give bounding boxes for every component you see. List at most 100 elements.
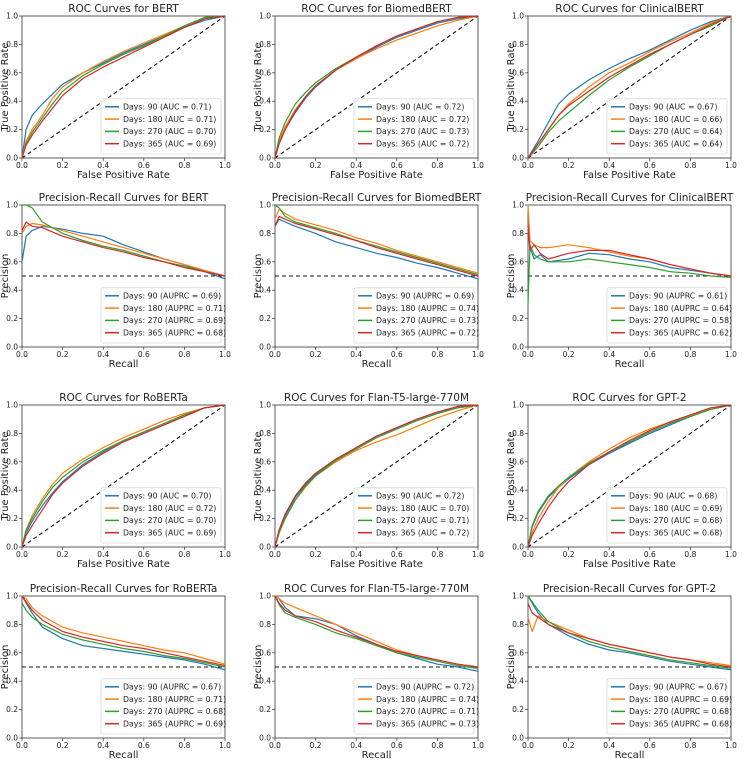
legend-entry-4: Days: 365 (AUC = 0.69) (123, 529, 216, 538)
x-tick-label: 1.0 (725, 350, 737, 359)
x-tick-label: 0.4 (97, 350, 109, 359)
y-tick-label: 1.0 (6, 401, 18, 410)
x-tick-label: 0.0 (522, 161, 534, 170)
x-tick-label: 0.8 (684, 550, 696, 559)
legend-entry-2: Days: 180 (AUC = 0.66) (629, 115, 722, 124)
series-line-4 (274, 215, 479, 277)
legend-box (353, 287, 475, 344)
x-axis-label: Recall (109, 750, 139, 759)
chart-panel-3: ROC Curves for ClinicalBERT 0.0 0.2 0.4 0.6 0… (506, 3, 737, 181)
panel-title: Precision-Recall Curves for ClinicalBERT (526, 192, 734, 204)
legend-entry-2: Days: 180 (AUPRC = 0.71) (123, 695, 226, 704)
y-tick-label: 0.8 (6, 40, 18, 49)
plot-frame (274, 15, 479, 159)
x-tick-label: 0.0 (522, 741, 534, 750)
legend-box (353, 98, 475, 155)
series-line-1 (527, 595, 732, 671)
series-line-4 (527, 226, 732, 277)
y-tick-label: 0.8 (259, 229, 271, 238)
y-tick-label: 0.8 (6, 620, 18, 629)
legend-entry-4: Days: 365 (AUPRC = 0.72) (376, 329, 479, 338)
y-tick-label: 1.0 (512, 201, 524, 210)
plot-frame (527, 404, 732, 548)
series-line-3 (274, 404, 479, 548)
panel-title: Precision-Recall Curves for RoBERTa (30, 583, 218, 595)
y-tick-label: 1.0 (6, 592, 18, 601)
legend-entry-3: Days: 270 (AUC = 0.70) (123, 127, 216, 136)
legend-box (100, 98, 222, 155)
y-tick-label: 0.0 (259, 543, 271, 552)
plot-frame (21, 15, 226, 159)
legend-entry-4: Days: 365 (AUPRC = 0.68) (629, 720, 732, 729)
y-tick-label: 0.0 (6, 734, 18, 743)
x-axis-label: False Positive Rate (77, 559, 170, 570)
panel-title: ROC Curves for ClinicalBERT (555, 3, 704, 15)
legend-box (100, 678, 222, 735)
x-tick-label: 0.8 (684, 350, 696, 359)
y-tick-label: 0.6 (6, 68, 18, 77)
y-tick-label: 0.2 (259, 125, 271, 134)
x-tick-label: 0.8 (431, 741, 443, 750)
x-tick-label: 0.4 (350, 741, 362, 750)
series-line-4 (21, 595, 226, 667)
y-tick-label: 1.0 (259, 201, 271, 210)
y-tick-label: 0.0 (259, 154, 271, 163)
x-tick-label: 0.6 (138, 161, 150, 170)
y-axis-label: True Positive Rate (0, 431, 11, 521)
y-axis-label: Precision (0, 645, 11, 690)
series-line-3 (21, 404, 226, 548)
legend-box (606, 487, 728, 544)
y-tick-label: 0.8 (6, 429, 18, 438)
legend-entry-4: Days: 365 (AUPRC = 0.69) (123, 720, 226, 729)
y-tick-label: 0.0 (259, 734, 271, 743)
legend: Days: 90 (AUPRC = 0.72) Days: 180 (AUPRC … (353, 678, 479, 735)
y-tick-label: 0.6 (6, 257, 18, 266)
x-tick-label: 0.6 (138, 741, 150, 750)
chart-panel-1: ROC Curves for BERT 0.0 0.2 0.4 0.6 0.8 1.0 0.0… (0, 3, 231, 181)
legend-entry-3: Days: 270 (AUPRC = 0.58) (629, 316, 732, 325)
x-tick-label: 1.0 (219, 550, 231, 559)
legend-entry-3: Days: 270 (AUC = 0.73) (376, 127, 469, 136)
legend-box (606, 287, 728, 344)
x-tick-label: 0.6 (644, 741, 656, 750)
legend-entry-2: Days: 180 (AUPRC = 0.71) (123, 304, 226, 313)
panel-title: Precision-Recall Curves for GPT-2 (543, 583, 716, 595)
plot-frame (527, 15, 732, 159)
x-tick-label: 0.4 (350, 350, 362, 359)
x-tick-label: 0.6 (391, 741, 403, 750)
x-tick-label: 0.4 (603, 161, 615, 170)
x-tick-label: 0.6 (644, 161, 656, 170)
legend: Days: 90 (AUC = 0.72) Days: 180 (AUC = 0.… (353, 487, 475, 544)
x-tick-label: 1.0 (725, 550, 737, 559)
y-axis-label: True Positive Rate (253, 431, 264, 521)
y-tick-label: 0.0 (512, 343, 524, 352)
y-tick-label: 0.2 (6, 314, 18, 323)
y-tick-label: 0.0 (512, 734, 524, 743)
reference-dashed-line (274, 15, 479, 159)
x-tick-label: 1.0 (219, 350, 231, 359)
y-tick-label: 0.4 (512, 286, 524, 295)
x-tick-label: 0.2 (563, 550, 575, 559)
legend-entry-4: Days: 365 (AUC = 0.72) (376, 140, 469, 149)
y-tick-label: 0.6 (259, 257, 271, 266)
legend: Days: 90 (AUPRC = 0.67) Days: 180 (AUPRC … (100, 678, 226, 735)
series-line-1 (21, 225, 226, 280)
legend-entry-1: Days: 90 (AUC = 0.72) (376, 492, 464, 501)
panel-title: ROC Curves for RoBERTa (59, 392, 188, 404)
legend-entry-1: Days: 90 (AUC = 0.70) (123, 492, 211, 501)
x-tick-label: 0.6 (644, 350, 656, 359)
legend-entry-1: Days: 90 (AUPRC = 0.69) (376, 292, 474, 301)
legend-entry-1: Days: 90 (AUPRC = 0.61) (629, 292, 727, 301)
x-tick-label: 1.0 (725, 161, 737, 170)
legend-entry-3: Days: 270 (AUC = 0.71) (376, 516, 469, 525)
x-tick-label: 0.0 (16, 550, 28, 559)
y-tick-label: 1.0 (512, 592, 524, 601)
legend-entry-1: Days: 90 (AUC = 0.67) (629, 103, 717, 112)
y-tick-label: 1.0 (259, 592, 271, 601)
y-axis-label: Precision (506, 254, 517, 299)
legend-entry-3: Days: 270 (AUC = 0.68) (629, 516, 722, 525)
x-axis-label: False Positive Rate (330, 170, 423, 181)
x-tick-label: 0.0 (16, 741, 28, 750)
legend: Days: 90 (AUPRC = 0.61) Days: 180 (AUPRC … (606, 287, 732, 344)
